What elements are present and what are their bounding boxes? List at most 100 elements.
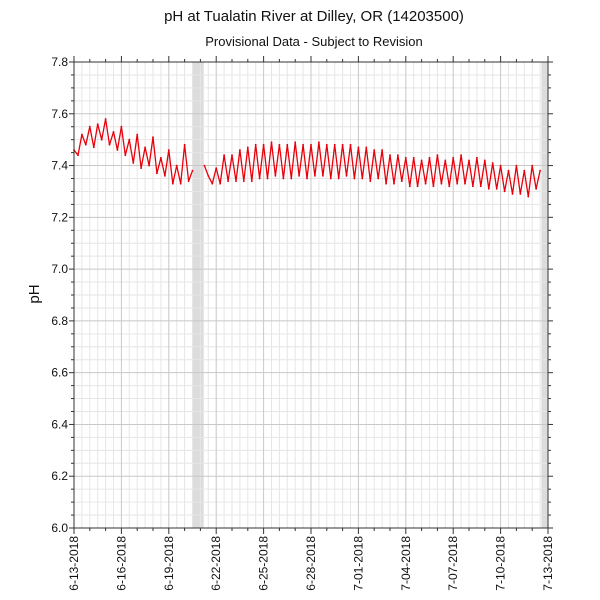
ph-data-point [440,182,443,185]
ph-data-point [152,136,154,139]
y-tick-label: 6.8 [51,314,68,328]
ph-data-point [487,188,490,190]
ph-data-point [476,156,478,159]
ph-data-point [523,169,526,172]
ph-data-point [132,162,135,164]
ph-series-line [203,141,541,198]
ph-data-point [357,146,360,149]
ph-data-point [270,141,273,144]
ph-data-point [377,177,380,180]
x-tick-label: 7-13-2018 [541,536,555,591]
ph-data-point [408,185,411,188]
ph-data-point [112,131,115,133]
ph-data-point [219,182,222,185]
ph-data-point [156,172,158,175]
ph-data-point [519,193,522,195]
chart-title: pH at Tualatin River at Dilley, OR (1420… [164,8,464,25]
ph-data-point [302,143,304,146]
x-tick-label: 7-04-2018 [399,536,413,591]
ph-data-point [400,180,403,183]
ph-data-point [333,143,336,146]
ph-data-point [104,118,107,120]
ph-data-point [511,193,514,195]
ph-data-point [444,159,447,162]
ph-data-point [179,182,182,185]
ph-data-point [318,141,320,144]
ph-data-point [428,156,431,159]
ph-data-point [329,177,332,180]
x-tick-label: 7-01-2018 [351,536,365,591]
ph-data-point [515,164,518,167]
ph-data-point [345,175,348,177]
ph-series-line [73,118,194,185]
y-tick-label: 6.4 [51,417,68,431]
y-tick-label: 6.0 [51,521,68,535]
y-tick-label: 7.6 [51,107,68,121]
y-tick-label: 7.8 [51,55,68,69]
ph-data-point [290,177,293,180]
ph-data-point [211,182,214,185]
ph-data-point [456,182,459,185]
ph-data-point [148,164,151,167]
ph-data-point [108,143,111,146]
ph-data-point [322,175,324,177]
ph-data-point [124,154,127,157]
ph-data-point [266,177,269,180]
ph-data-point [381,149,383,151]
ph-data-point [468,159,470,162]
ph-data-point [499,164,502,167]
ph-data-point [298,175,300,177]
ph-data-point [325,143,328,146]
ph-data-point [100,138,103,141]
y-axis-ticks: 6.0 6.2 6.4 6.6 6.8 7.0 7.2 7.4 7.6 7.8 [51,55,553,535]
ph-data-point [507,169,510,172]
chart-subtitle: Provisional Data - Subject to Revision [205,34,423,49]
ph-data-point [286,143,289,146]
ph-data-point [432,185,435,188]
ph-data-point [250,180,253,183]
ph-data-point [527,195,530,198]
ph-data-point [223,154,226,157]
ph-data-point [262,143,265,146]
ph-data-point [175,164,178,167]
x-tick-label: 6-16-2018 [114,536,128,591]
ph-data-point [416,185,419,188]
x-tick-label: 6-19-2018 [162,536,176,591]
ph-data-point [144,146,147,149]
ph-data-point [246,146,249,149]
ph-data-point [373,149,376,151]
y-tick-label: 7.2 [51,210,68,224]
ph-data-point [128,138,131,141]
ph-data-point [479,185,482,188]
ph-data-point [140,167,143,170]
ph-data-point [448,185,451,188]
ph-data-point [231,154,233,157]
ph-data-point [282,177,285,180]
ph-data-point [314,175,316,177]
ph-data-point [227,180,230,183]
ph-data-point [77,154,79,157]
ph-data-point [96,123,99,125]
ph-data-point [385,182,387,185]
y-tick-label: 6.6 [51,366,68,380]
ph-data-point [215,167,218,170]
ph-data-point [365,146,368,149]
ph-data-point [235,180,237,183]
ph-data-point [81,133,83,136]
ph-data-point [274,175,277,177]
ph-data-point [491,162,494,164]
ph-data-point [452,156,455,159]
ph-data-point [294,141,297,144]
ph-data-point [242,180,245,183]
ph-data-point [167,149,170,151]
x-tick-label: 6-22-2018 [209,536,223,591]
x-tick-label: 6-25-2018 [257,536,271,591]
ph-data-point [136,133,139,136]
ph-data-point [88,125,91,128]
ph-data-point [420,159,423,162]
ph-data-point [92,146,95,149]
ph-data-point [310,143,312,146]
ph-data-point [164,175,166,177]
ph-data-point [254,143,257,146]
y-tick-label: 7.4 [51,159,68,173]
